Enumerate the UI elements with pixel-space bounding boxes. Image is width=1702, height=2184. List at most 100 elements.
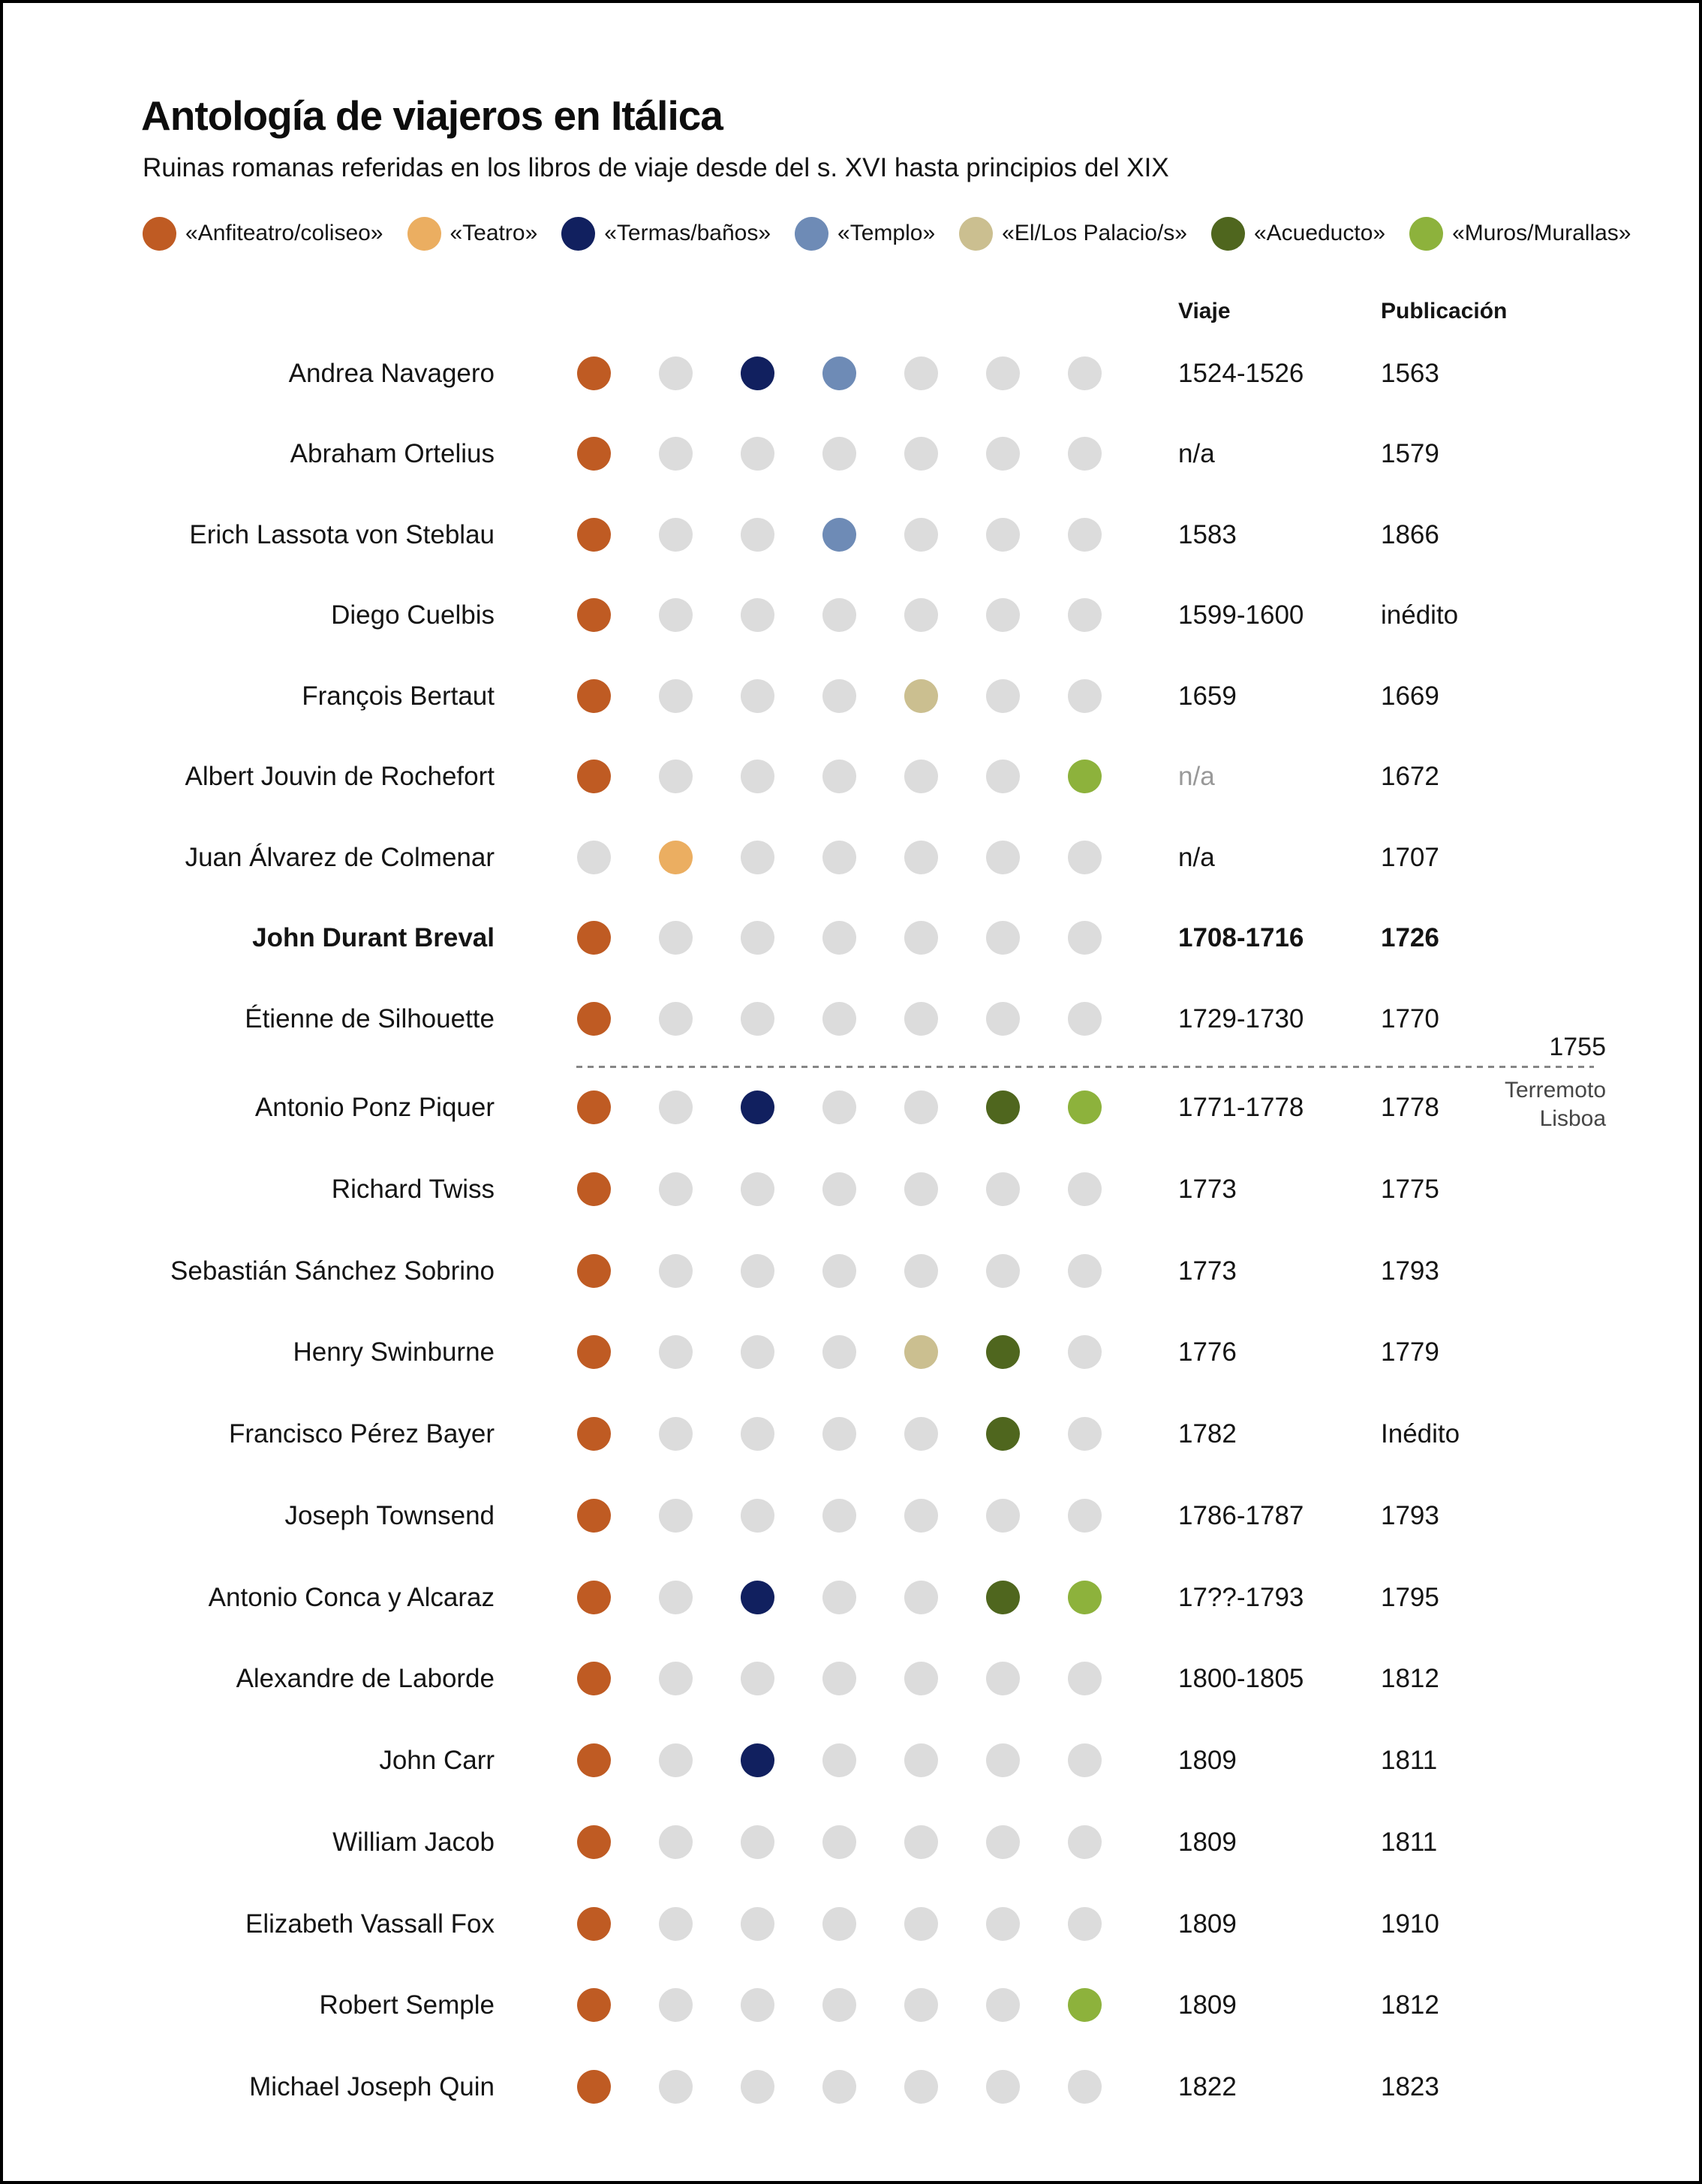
category-dot-empty [658, 679, 693, 713]
traveler-name: Albert Jouvin de Rochefort [185, 762, 495, 791]
viaje-value: 1729-1730 [1178, 1004, 1304, 1033]
traveler-name: Michael Joseph Quin [249, 2072, 495, 2101]
earthquake-event-line1: Terremoto [1504, 1078, 1606, 1103]
publicacion-value: 1579 [1381, 439, 1439, 468]
traveler-name: Antonio Ponz Piquer [254, 1093, 495, 1122]
category-dot-empty [822, 1825, 856, 1859]
viaje-value: 1822 [1178, 2072, 1237, 2101]
publicacion-value: 1812 [1381, 1990, 1439, 2020]
category-dot-anfiteatro [576, 1254, 611, 1288]
traveler-row: Antonio Ponz Piquer 1771-1778 1778 [3, 1067, 1699, 1148]
traveler-row: Michael Joseph Quin 1822 1823 [3, 2047, 1699, 2128]
category-dot-empty [740, 841, 774, 874]
category-dot-empty [658, 2070, 693, 2104]
category-dot-empty [985, 1002, 1020, 1036]
traveler-row: Sebastián Sánchez Sobrino 1773 1793 [3, 1231, 1699, 1312]
category-dot-empty [740, 1825, 774, 1859]
templo-swatch-icon [795, 216, 829, 251]
traveler-row: Robert Semple 1809 1812 [3, 1965, 1699, 2046]
viaje-value: 1773 [1178, 1175, 1237, 1204]
category-dot-empty [1067, 841, 1102, 874]
category-dot-empty [658, 1907, 693, 1941]
viaje-value: 1583 [1178, 520, 1237, 549]
category-dot-empty [740, 1417, 774, 1451]
category-dot-anfiteatro [576, 598, 611, 632]
traveler-name: Francisco Pérez Bayer [228, 1419, 495, 1448]
category-dot-empty [658, 1172, 693, 1206]
category-dot-anfiteatro [576, 518, 611, 552]
traveler-name: Antonio Conca y Alcaraz [208, 1583, 495, 1612]
category-dot-empty [904, 1090, 938, 1124]
legend-label: «El/Los Palacio/s» [1002, 221, 1187, 245]
category-dot-empty [740, 1988, 774, 2022]
category-dot-empty [1067, 679, 1102, 713]
category-dot-empty [822, 1002, 856, 1036]
category-dot-empty [904, 1002, 938, 1036]
category-dot-anfiteatro [576, 1172, 611, 1206]
publicacion-value: 1779 [1381, 1337, 1439, 1367]
category-dot-empty [658, 1825, 693, 1859]
category-dot-anfiteatro [576, 1581, 611, 1614]
legend-label: «Anfiteatro/coliseo» [185, 221, 383, 245]
category-dot-empty [822, 437, 856, 471]
traveler-row: William Jacob 1809 1811 [3, 1802, 1699, 1883]
viaje-value: n/a [1178, 762, 1215, 791]
traveler-name: Joseph Townsend [284, 1501, 495, 1530]
category-dot-empty [904, 518, 938, 552]
category-dot-empty [904, 1825, 938, 1859]
category-dot-empty [658, 518, 693, 552]
category-dot-muros [1067, 1988, 1102, 2022]
viaje-value: 1809 [1178, 1909, 1237, 1939]
acueducto-swatch-icon [1210, 216, 1245, 251]
category-dot-empty [904, 1499, 938, 1533]
category-dot-empty [904, 841, 938, 874]
category-dot-empty [740, 518, 774, 552]
traveler-name: William Jacob [332, 1828, 495, 1857]
category-dot-muros [1067, 1090, 1102, 1124]
traveler-row: Henry Swinburne 1776 1779 [3, 1312, 1699, 1393]
category-dot-empty [1067, 437, 1102, 471]
category-dot-empty [1067, 356, 1102, 390]
category-dot-acueducto [985, 1581, 1020, 1614]
traveler-name: Étienne de Silhouette [245, 1004, 495, 1033]
category-dot-empty [822, 1743, 856, 1777]
category-dot-empty [1067, 2070, 1102, 2104]
category-dot-empty [822, 1988, 856, 2022]
category-dot-empty [904, 1172, 938, 1206]
category-dot-empty [985, 437, 1020, 471]
category-dot-empty [985, 1662, 1020, 1695]
category-dot-empty [658, 1581, 693, 1614]
category-dot-empty [822, 1090, 856, 1124]
traveler-row: Diego Cuelbis 1599-1600 inédito [3, 575, 1699, 656]
category-dot-empty [985, 1499, 1020, 1533]
category-dot-empty [904, 1581, 938, 1614]
traveler-row: Étienne de Silhouette 1729-1730 1770 [3, 979, 1699, 1060]
category-dot-empty [985, 2070, 1020, 2104]
category-dot-empty [658, 1002, 693, 1036]
category-dot-empty [822, 760, 856, 793]
publicacion-value: 1778 [1381, 1093, 1439, 1122]
teatro-swatch-icon [407, 216, 441, 251]
category-dot-anfiteatro [576, 1499, 611, 1533]
traveler-name: Henry Swinburne [293, 1337, 495, 1367]
category-dot-empty [740, 679, 774, 713]
legend-item-acueducto: «Acueducto» [1210, 216, 1385, 251]
traveler-name: Abraham Ortelius [290, 439, 495, 468]
category-dot-anfiteatro [576, 356, 611, 390]
publicacion-value: 1811 [1381, 1828, 1438, 1857]
traveler-row: John Carr 1809 1811 [3, 1720, 1699, 1801]
category-dot-empty [904, 437, 938, 471]
category-dot-anfiteatro [576, 760, 611, 793]
traveler-name: Elizabeth Vassall Fox [245, 1909, 495, 1939]
publicacion-value: 1812 [1381, 1664, 1439, 1693]
category-dot-empty [904, 921, 938, 955]
category-dot-empty [822, 679, 856, 713]
publicacion-value: 1793 [1381, 1501, 1439, 1530]
category-dot-empty [1067, 1825, 1102, 1859]
traveler-name: John Carr [379, 1746, 495, 1775]
column-header-viaje: Viaje [1178, 299, 1231, 323]
category-dot-empty [1067, 1662, 1102, 1695]
category-dot-acueducto [985, 1090, 1020, 1124]
traveler-row: Alexandre de Laborde 1800-1805 1812 [3, 1638, 1699, 1719]
category-dot-empty [658, 1743, 693, 1777]
